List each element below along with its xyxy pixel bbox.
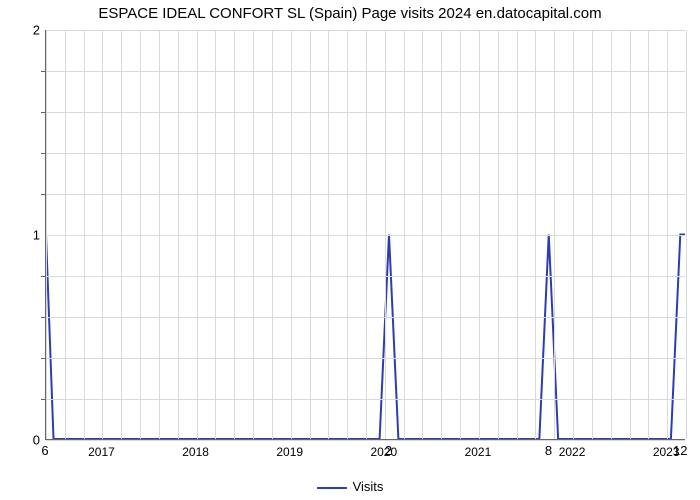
- y-minor-tick: [41, 112, 45, 113]
- gridline-h: [46, 153, 685, 154]
- x-tick-label: 2020: [370, 445, 397, 459]
- legend-label: Visits: [353, 479, 384, 494]
- chart-container: ESPACE IDEAL CONFORT SL (Spain) Page vis…: [0, 0, 700, 500]
- gridline-h: [46, 399, 685, 400]
- x-tick-label: 2018: [182, 445, 209, 459]
- value-label: 8: [545, 443, 552, 458]
- y-minor-tick: [41, 153, 45, 154]
- gridline-h: [46, 358, 685, 359]
- x-tick-label: 2021: [465, 445, 492, 459]
- gridline-h: [46, 276, 685, 277]
- value-label: 6: [41, 443, 48, 458]
- gridline-h: [46, 235, 685, 236]
- gridline-v: [686, 30, 687, 439]
- y-minor-tick: [41, 358, 45, 359]
- y-minor-tick: [41, 276, 45, 277]
- x-tick-label: 2019: [276, 445, 303, 459]
- y-minor-tick: [41, 317, 45, 318]
- legend: Visits: [0, 479, 700, 494]
- gridline-h: [46, 30, 685, 31]
- gridline-h: [46, 317, 685, 318]
- y-tick-label: 0: [10, 433, 40, 448]
- gridline-h: [46, 71, 685, 72]
- gridline-h: [46, 112, 685, 113]
- x-tick-label: 2017: [88, 445, 115, 459]
- gridline-h: [46, 194, 685, 195]
- value-label: 12: [673, 443, 687, 458]
- gridline-h: [46, 440, 685, 441]
- y-minor-tick: [41, 194, 45, 195]
- plot-area: [45, 30, 685, 440]
- legend-swatch: [317, 487, 347, 489]
- x-tick-label: 2022: [559, 445, 586, 459]
- chart-title: ESPACE IDEAL CONFORT SL (Spain) Page vis…: [0, 5, 700, 22]
- y-tick-label: 2: [10, 23, 40, 38]
- y-tick-label: 1: [10, 228, 40, 243]
- y-minor-tick: [41, 399, 45, 400]
- y-minor-tick: [41, 71, 45, 72]
- value-label: 2: [385, 443, 392, 458]
